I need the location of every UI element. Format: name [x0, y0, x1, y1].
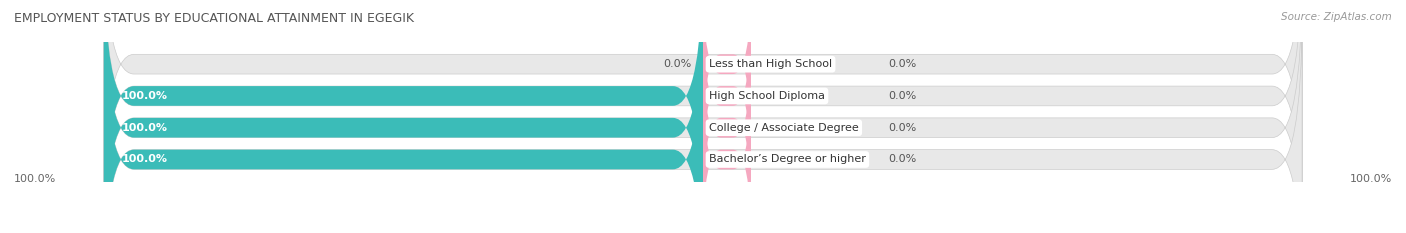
FancyBboxPatch shape: [104, 0, 1302, 233]
FancyBboxPatch shape: [104, 0, 703, 233]
FancyBboxPatch shape: [104, 10, 703, 233]
FancyBboxPatch shape: [104, 0, 1302, 233]
Text: Bachelor’s Degree or higher: Bachelor’s Degree or higher: [709, 154, 866, 164]
Text: College / Associate Degree: College / Associate Degree: [709, 123, 859, 133]
Text: 0.0%: 0.0%: [889, 59, 917, 69]
Text: 100.0%: 100.0%: [122, 91, 167, 101]
Text: 0.0%: 0.0%: [889, 123, 917, 133]
FancyBboxPatch shape: [703, 10, 751, 182]
Text: 100.0%: 100.0%: [14, 174, 56, 184]
Text: 0.0%: 0.0%: [889, 91, 917, 101]
Text: Less than High School: Less than High School: [709, 59, 832, 69]
FancyBboxPatch shape: [703, 0, 751, 150]
FancyBboxPatch shape: [703, 42, 751, 213]
Text: 100.0%: 100.0%: [122, 154, 167, 164]
Text: 0.0%: 0.0%: [662, 59, 690, 69]
FancyBboxPatch shape: [703, 74, 751, 233]
Text: Source: ZipAtlas.com: Source: ZipAtlas.com: [1281, 12, 1392, 22]
Text: High School Diploma: High School Diploma: [709, 91, 825, 101]
FancyBboxPatch shape: [104, 0, 1302, 213]
FancyBboxPatch shape: [104, 0, 703, 233]
Text: EMPLOYMENT STATUS BY EDUCATIONAL ATTAINMENT IN EGEGIK: EMPLOYMENT STATUS BY EDUCATIONAL ATTAINM…: [14, 12, 413, 25]
Text: 0.0%: 0.0%: [889, 154, 917, 164]
FancyBboxPatch shape: [104, 10, 1302, 233]
Text: 100.0%: 100.0%: [1350, 174, 1392, 184]
Text: 100.0%: 100.0%: [122, 123, 167, 133]
